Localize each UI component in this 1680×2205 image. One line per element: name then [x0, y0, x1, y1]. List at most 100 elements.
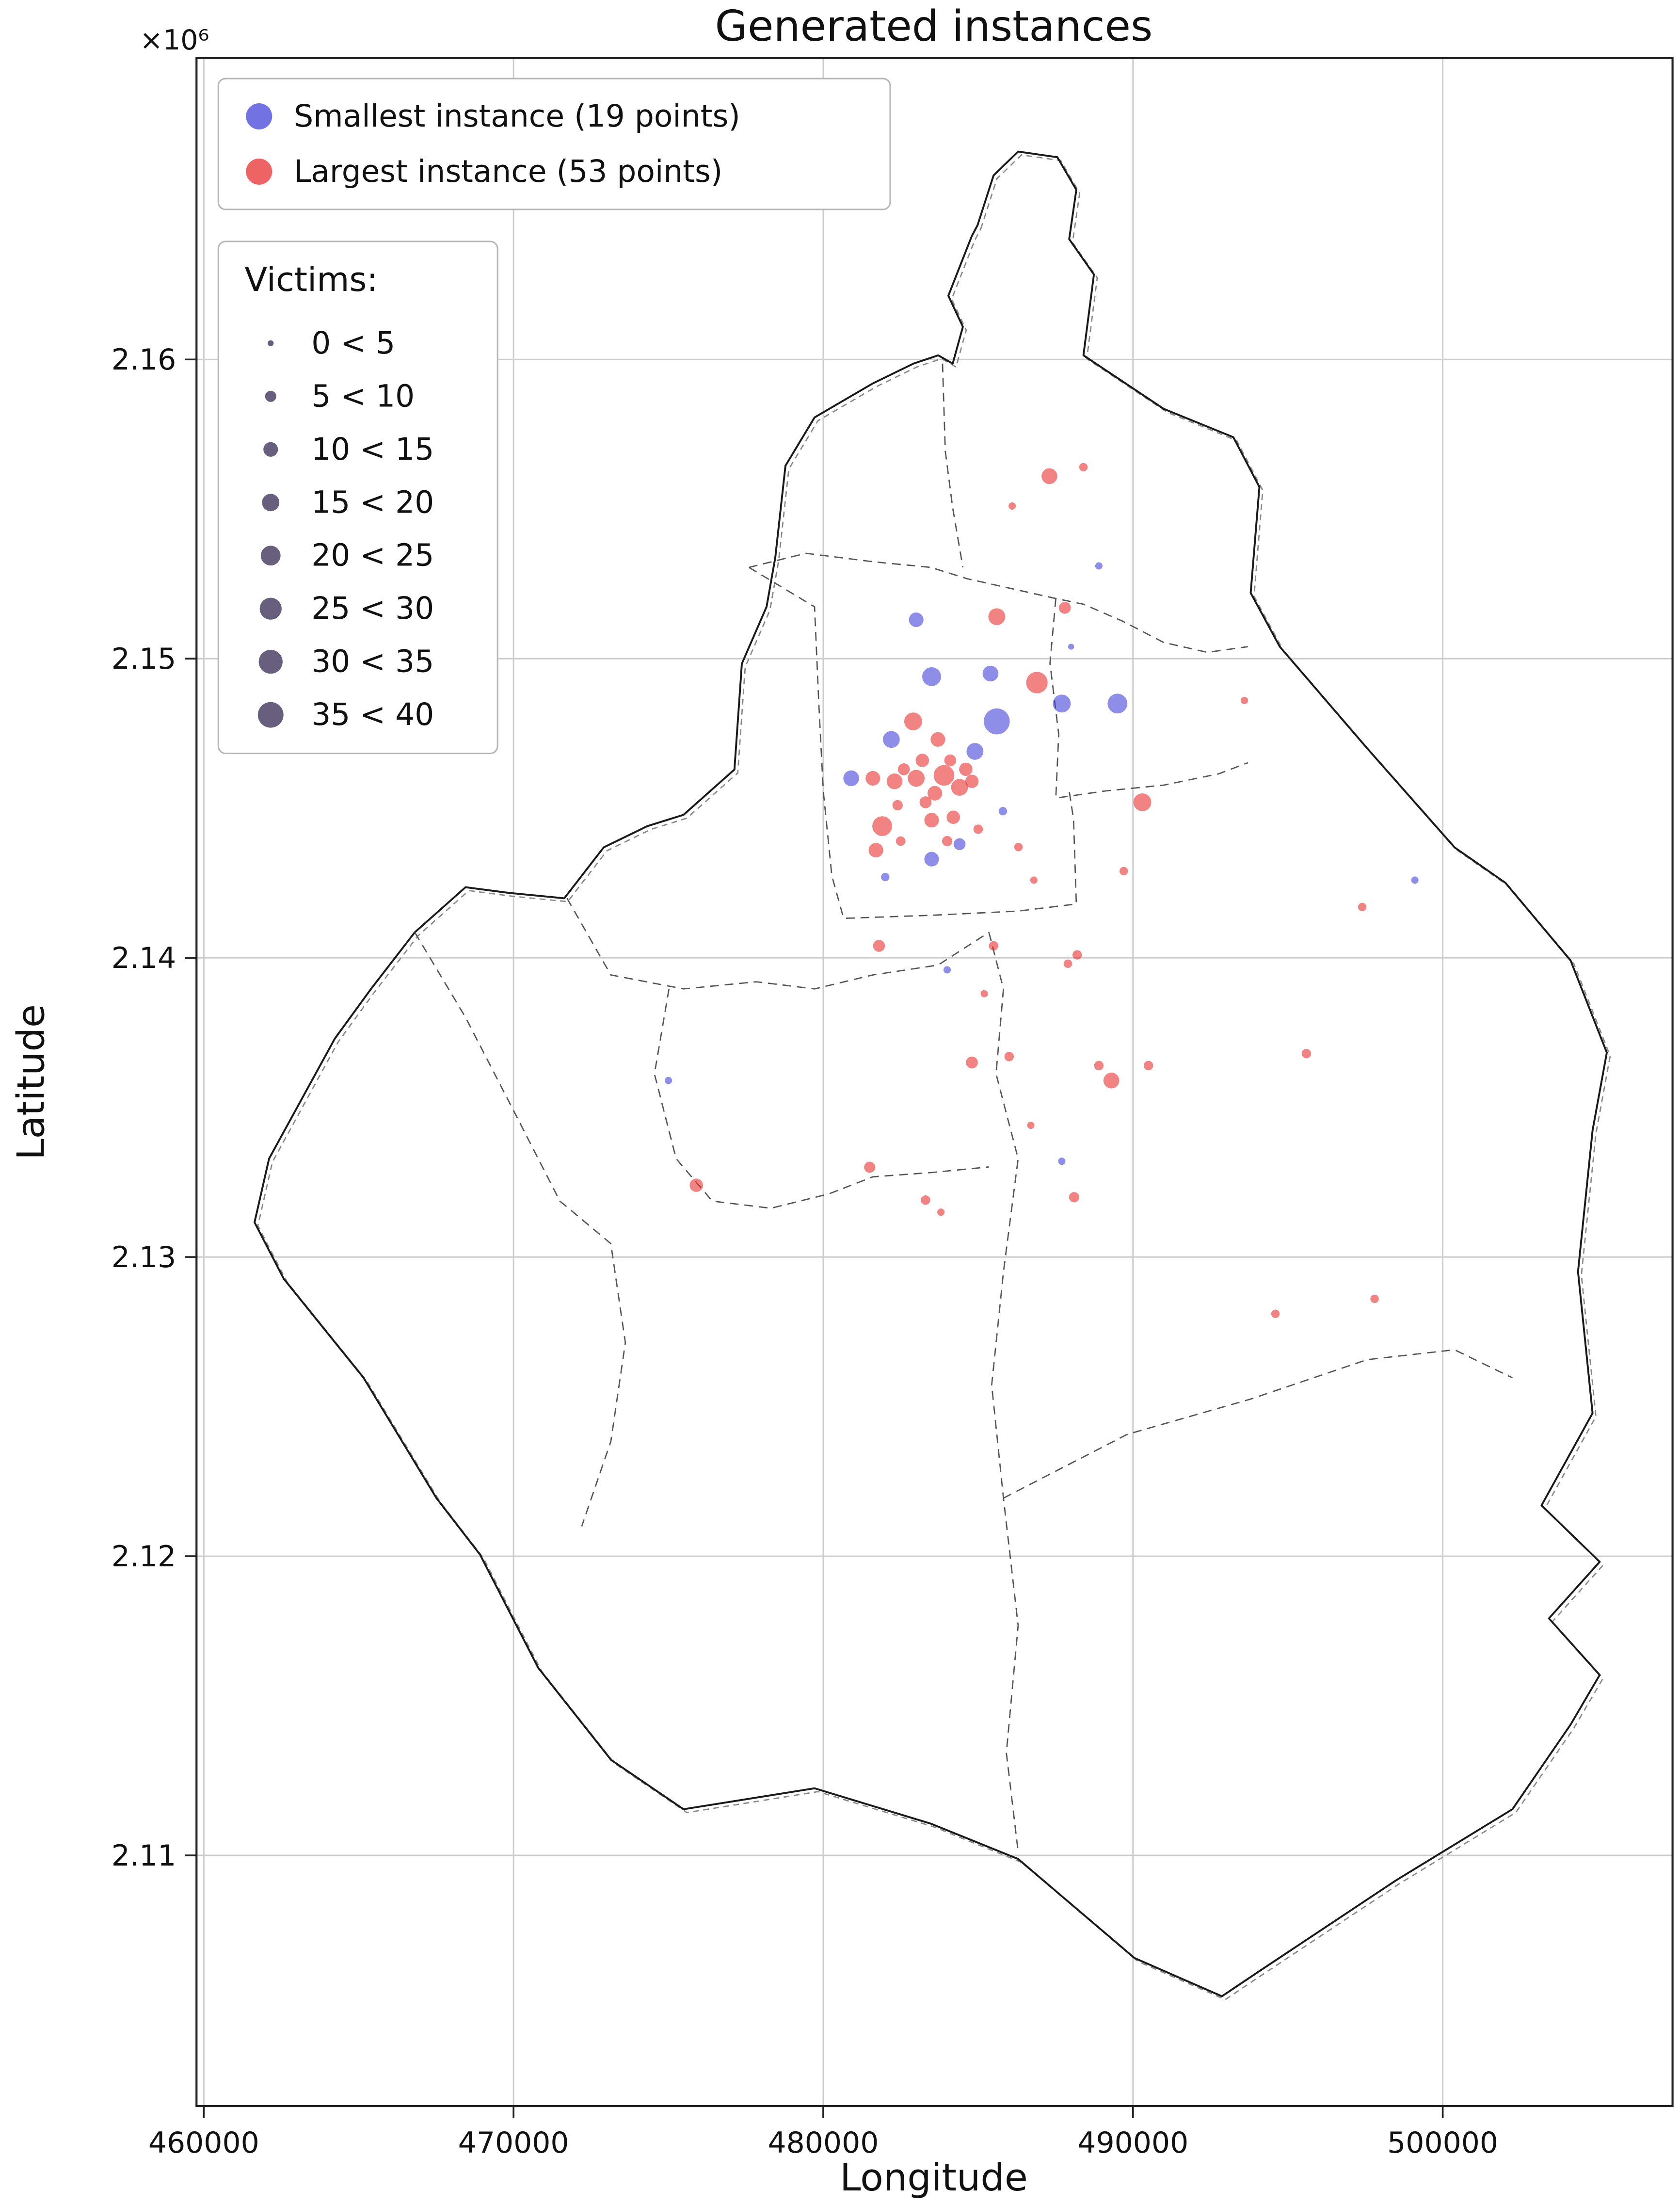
- data-point-smallest: [1095, 562, 1103, 570]
- data-point-largest: [868, 843, 883, 858]
- victims-bin-marker: [262, 494, 280, 512]
- data-point-smallest: [843, 770, 859, 787]
- data-point-largest: [1058, 602, 1071, 614]
- data-point-largest: [930, 732, 945, 747]
- map-boundary: [254, 150, 1608, 1997]
- victims-bin-label: 15 < 20: [311, 484, 434, 520]
- map-internal-border: [749, 552, 1248, 653]
- victims-bin-marker: [263, 442, 278, 457]
- y-tick-label: 2.11: [112, 1839, 176, 1873]
- map-internal-border: [1049, 598, 1248, 799]
- plot-area: 460000 470000 480000 490000 500000 2.11 2.12 2.…: [112, 57, 1674, 2160]
- data-point-largest: [944, 754, 957, 767]
- victims-bin-label: 20 < 25: [311, 538, 434, 573]
- data-point-largest: [989, 941, 998, 951]
- data-point-largest: [1027, 1122, 1035, 1129]
- data-point-largest: [924, 813, 939, 828]
- data-point-largest: [1030, 876, 1038, 884]
- data-point-largest: [896, 836, 906, 846]
- data-point-smallest: [881, 872, 890, 882]
- x-axis-label: Longitude: [840, 2156, 1028, 2200]
- chart-title: Generated instances: [715, 1, 1153, 51]
- data-point-largest: [915, 754, 929, 767]
- data-point-largest: [886, 773, 903, 789]
- data-point-smallest: [924, 852, 939, 867]
- data-point-largest: [1103, 1072, 1120, 1089]
- data-point-largest: [1014, 843, 1023, 852]
- data-point-smallest: [982, 665, 999, 682]
- data-point-largest: [919, 796, 932, 808]
- data-point-largest: [1008, 502, 1016, 510]
- data-point-smallest: [1107, 693, 1128, 714]
- data-point-largest: [873, 940, 885, 952]
- data-point-largest: [1041, 468, 1057, 484]
- data-point-largest: [937, 1208, 945, 1216]
- data-point-largest: [1004, 1052, 1014, 1062]
- legend-victims: Victims: 0 < 5 5 < 10 10 < 15 15 < 20 20 < 25…: [217, 241, 498, 755]
- data-point-largest: [892, 800, 903, 811]
- victims-bin-label: 35 < 40: [311, 697, 434, 732]
- data-point-smallest: [665, 1077, 672, 1084]
- data-point-largest: [865, 771, 880, 786]
- data-point-largest: [980, 990, 988, 998]
- victims-bin-marker: [268, 340, 274, 346]
- data-point-largest: [946, 810, 960, 824]
- data-point-smallest: [966, 743, 984, 760]
- data-point-largest: [973, 824, 983, 834]
- x-tick-label: 460000: [148, 2126, 259, 2160]
- victims-bin-marker: [259, 597, 282, 620]
- victims-bin-label: 0 < 5: [311, 325, 395, 361]
- data-point-smallest: [909, 612, 924, 628]
- map-internal-border: [942, 363, 964, 568]
- y-tick-label: 2.16: [112, 343, 176, 377]
- data-point-smallest: [1058, 1158, 1066, 1165]
- data-point-largest: [904, 712, 922, 731]
- y-axis-label: Latitude: [9, 1004, 53, 1160]
- data-point-largest: [942, 836, 953, 847]
- victims-bin-marker: [260, 546, 281, 566]
- data-point-largest: [988, 608, 1006, 626]
- data-point-largest: [1358, 902, 1367, 912]
- data-point-largest: [1026, 672, 1048, 693]
- data-point-smallest: [1068, 644, 1074, 650]
- data-point-smallest: [953, 838, 966, 851]
- data-point-largest: [1094, 1061, 1104, 1071]
- data-point-largest: [951, 779, 968, 796]
- y-tick-label: 2.13: [112, 1240, 176, 1274]
- y-tick-label: 2.15: [112, 642, 176, 676]
- data-point-largest: [864, 1161, 876, 1173]
- x-tick-label: 470000: [458, 2126, 569, 2160]
- x-tick-label: 490000: [1077, 2126, 1188, 2160]
- data-point-largest: [1370, 1294, 1379, 1304]
- data-point-largest: [908, 770, 925, 787]
- x-tick-label: 480000: [768, 2126, 879, 2160]
- legend-box: [217, 241, 498, 755]
- victims-bin-marker: [257, 702, 284, 728]
- data-point-largest: [1072, 950, 1082, 960]
- map-internal-border: [414, 932, 626, 1527]
- victims-bin-label: 10 < 15: [311, 432, 434, 467]
- data-point-largest: [965, 774, 979, 789]
- data-point-largest: [1069, 1192, 1080, 1203]
- data-point-smallest: [984, 708, 1010, 735]
- data-point-largest: [689, 1178, 703, 1192]
- data-point-largest: [921, 1195, 930, 1205]
- victims-bin-label: 30 < 35: [311, 644, 434, 679]
- legend-box: [217, 78, 891, 210]
- data-point-smallest: [944, 966, 951, 974]
- data-point-smallest: [922, 667, 941, 686]
- data-point-largest: [1063, 959, 1072, 968]
- data-point-largest: [966, 1056, 978, 1069]
- data-point-smallest: [1053, 694, 1071, 713]
- victims-bin-marker: [258, 650, 283, 674]
- legend-label-largest: Largest instance (53 points): [294, 154, 722, 189]
- x-tick-label: 500000: [1387, 2126, 1498, 2160]
- axes-frame: [195, 57, 1674, 2108]
- data-point-largest: [1133, 793, 1152, 811]
- data-point-largest: [1143, 1061, 1153, 1071]
- data-point-largest: [959, 762, 973, 776]
- data-point-largest: [1119, 867, 1128, 876]
- data-point-largest: [1271, 1309, 1280, 1319]
